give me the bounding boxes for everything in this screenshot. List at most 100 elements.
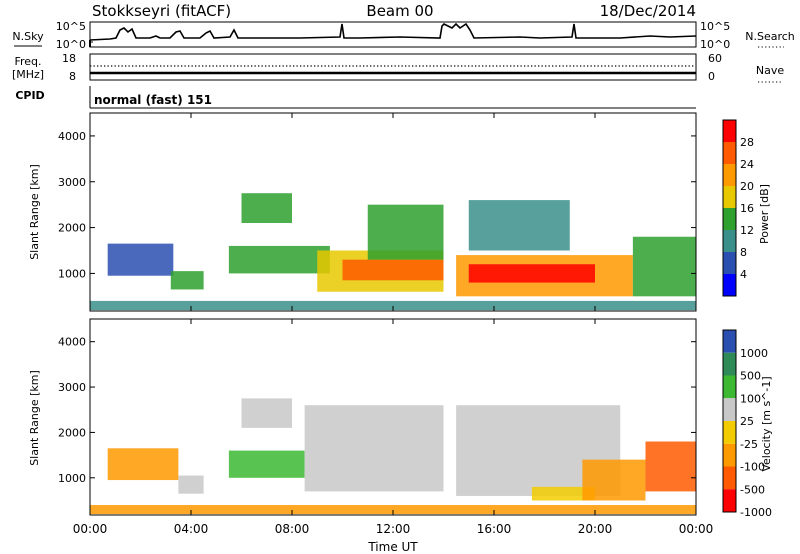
power-colorbar-tick-3: 16 bbox=[740, 202, 754, 215]
power-colorbar-tick-4: 12 bbox=[740, 224, 754, 237]
nsky-panel-frame bbox=[89, 21, 697, 48]
power-colorbar: 28 24 20 16 12 8 4 bbox=[722, 119, 754, 297]
velocity-colorbar-tick-0: 1000 bbox=[740, 347, 768, 360]
power-y-tick-label-0: 1000 bbox=[58, 267, 86, 280]
power-region-11 bbox=[632, 236, 696, 297]
freq-panel: Freq. [MHz] 18 8 60 0 Nave CPID bbox=[12, 52, 784, 102]
velocity-colorbar-tick-7: -1000 bbox=[740, 506, 772, 519]
velocity-y-tick-label-0: 1000 bbox=[58, 472, 86, 485]
cpid-label: CPID bbox=[15, 89, 44, 102]
x-axis-label: Time UT bbox=[367, 540, 418, 554]
velocity-colorbar-frame bbox=[722, 329, 737, 513]
freq-label-unit: [MHz] bbox=[12, 68, 44, 81]
nave-label: Nave bbox=[756, 64, 784, 77]
power-colorbar-segment-6 bbox=[723, 252, 736, 274]
x-tick-label-4: 16:00 bbox=[477, 522, 512, 536]
freq-label-top: Freq. bbox=[14, 55, 41, 68]
velocity-region-4 bbox=[241, 398, 292, 428]
power-region-10 bbox=[468, 200, 570, 251]
power-y-tick-label-1: 2000 bbox=[58, 222, 86, 235]
x-tick-label-3: 12:00 bbox=[376, 522, 411, 536]
nsky-panel: N.Sky 10^5 10^0 10^5 10^0 N.Search bbox=[12, 20, 794, 51]
freq-left-tick-bottom: 8 bbox=[69, 70, 76, 83]
velocity-colorbar-segment-2 bbox=[723, 375, 736, 399]
power-region-4 bbox=[241, 193, 292, 223]
velocity-colorbar-tick-4: -25 bbox=[740, 438, 758, 451]
power-y-tick-label-3: 4000 bbox=[58, 130, 86, 143]
power-region-9 bbox=[468, 264, 595, 283]
x-tick-label-0: 00:00 bbox=[73, 522, 108, 536]
power-region-1 bbox=[107, 243, 174, 276]
power-y-label: Slant Range [km] bbox=[28, 164, 41, 260]
velocity-y-tick-label-3: 4000 bbox=[58, 336, 86, 349]
x-axis: 00:00 04:00 08:00 12:00 16:00 20:00 00:00 bbox=[73, 522, 714, 536]
velocity-colorbar: 1000 500 100 25 -25 -100 -500 -1000 bbox=[722, 329, 772, 519]
cpid-strip: normal (fast) 151 bbox=[89, 86, 696, 109]
power-colorbar-frame bbox=[722, 119, 737, 297]
power-region-2 bbox=[170, 271, 204, 290]
power-colorbar-tick-1: 24 bbox=[740, 158, 754, 171]
velocity-colorbar-segment-0 bbox=[723, 330, 736, 353]
power-colorbar-segment-3 bbox=[723, 186, 736, 208]
power-colorbar-tick-6: 4 bbox=[740, 268, 747, 281]
velocity-region-3 bbox=[228, 450, 305, 478]
date-label: 18/Dec/2014 bbox=[600, 2, 696, 20]
power-region-6 bbox=[342, 259, 444, 281]
velocity-region-0 bbox=[90, 505, 696, 515]
power-region-0 bbox=[90, 300, 696, 311]
power-colorbar-label: Power [dB] bbox=[758, 184, 771, 244]
velocity-panel-frame bbox=[89, 318, 697, 516]
velocity-region-2 bbox=[178, 475, 204, 494]
power-colorbar-segment-2 bbox=[723, 164, 736, 186]
power-region-7 bbox=[367, 204, 444, 260]
plot-title: Stokkseyri (fitACF) bbox=[92, 2, 231, 20]
velocity-marks bbox=[90, 398, 696, 515]
velocity-colorbar-tick-3: 25 bbox=[740, 415, 754, 428]
power-marks bbox=[90, 193, 696, 311]
freq-left-tick-top: 18 bbox=[62, 52, 76, 65]
power-colorbar-segment-7 bbox=[723, 274, 736, 296]
power-colorbar-tick-5: 8 bbox=[740, 246, 747, 259]
power-panel: 1000 2000 3000 4000 Slant Range [km] 28 24 20… bbox=[28, 112, 771, 312]
velocity-colorbar-segment-5 bbox=[723, 443, 736, 467]
velocity-colorbar-tick-5: -100 bbox=[740, 461, 765, 474]
velocity-y-tick-label-1: 2000 bbox=[58, 426, 86, 439]
nsky-right-tick-top: 10^5 bbox=[700, 20, 730, 33]
velocity-colorbar-segment-4 bbox=[723, 421, 736, 444]
beam-label: Beam 00 bbox=[366, 2, 433, 20]
velocity-region-5 bbox=[304, 405, 444, 492]
velocity-region-9 bbox=[645, 441, 696, 492]
velocity-colorbar-tick-1: 500 bbox=[740, 370, 761, 383]
power-colorbar-segment-0 bbox=[723, 120, 736, 142]
velocity-panel: 1000 2000 3000 4000 Slant Range [km] 1000 50… bbox=[28, 318, 773, 519]
freq-panel-frame bbox=[89, 53, 697, 81]
velocity-colorbar-segment-6 bbox=[723, 466, 736, 490]
power-colorbar-segment-5 bbox=[723, 230, 736, 252]
power-colorbar-tick-0: 28 bbox=[740, 136, 754, 149]
power-colorbar-tick-2: 20 bbox=[740, 180, 754, 193]
nsky-right-tick-bottom: 10^0 bbox=[700, 38, 730, 51]
power-y-tick-label-2: 3000 bbox=[58, 176, 86, 189]
x-tick-label-5: 20:00 bbox=[578, 522, 613, 536]
velocity-colorbar-label: Velocity [m s^-1] bbox=[760, 376, 773, 471]
velocity-colorbar-tick-6: -500 bbox=[740, 483, 765, 496]
nsky-label: N.Sky bbox=[12, 30, 44, 43]
power-panel-frame bbox=[89, 112, 697, 312]
power-region-3 bbox=[228, 245, 330, 274]
velocity-y-tick-label-2: 3000 bbox=[58, 381, 86, 394]
velocity-axes: 1000 2000 3000 4000 bbox=[58, 319, 697, 515]
power-colorbar-segment-1 bbox=[723, 142, 736, 164]
x-tick-label-2: 08:00 bbox=[275, 522, 310, 536]
velocity-colorbar-segment-3 bbox=[723, 398, 736, 421]
velocity-colorbar-tick-2: 100 bbox=[740, 392, 761, 405]
nave-right-tick-bottom: 0 bbox=[708, 70, 715, 83]
nave-right-tick-top: 60 bbox=[708, 52, 722, 65]
velocity-y-label: Slant Range [km] bbox=[28, 370, 41, 466]
x-tick-label-1: 04:00 bbox=[174, 522, 209, 536]
nsky-left-tick-bottom: 10^0 bbox=[56, 38, 86, 51]
x-tick-label-6: 00:00 bbox=[679, 522, 714, 536]
nsky-trace bbox=[89, 22, 697, 41]
power-axes: 1000 2000 3000 4000 bbox=[58, 113, 697, 311]
power-colorbar-segment-4 bbox=[723, 208, 736, 230]
